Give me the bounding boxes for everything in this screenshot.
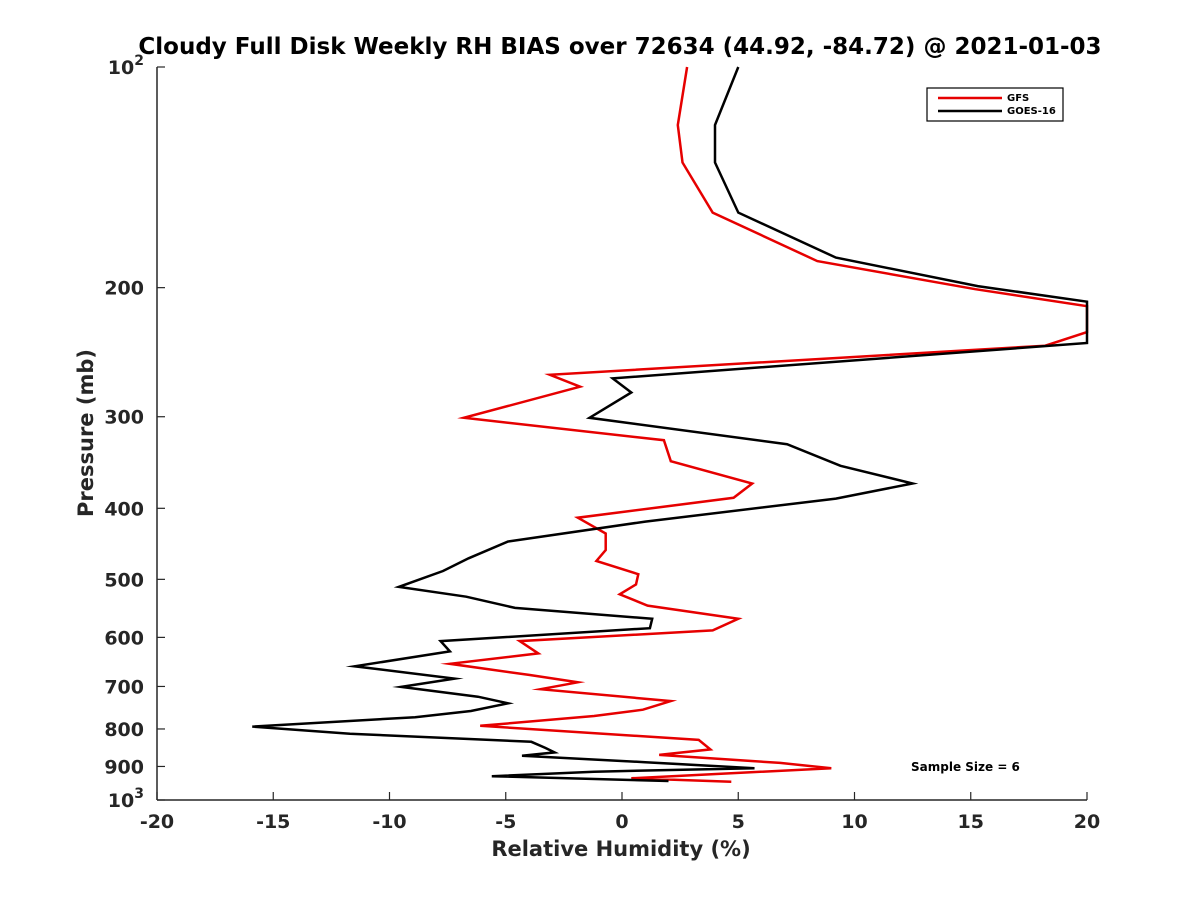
sample-size-annotation: Sample Size = 6: [911, 760, 1020, 774]
series-line-gfs: [440, 66, 1089, 783]
legend-label-gfs: GFS: [1007, 93, 1029, 104]
legend-box: [926, 87, 1064, 122]
x-tick-label: -20: [140, 811, 174, 833]
series-layer: [252, 66, 1089, 783]
y-axis-label: Pressure (mb): [74, 349, 98, 517]
legend: GFS GOES-16: [926, 87, 1064, 122]
x-axis-label: Relative Humidity (%): [491, 837, 750, 861]
x-tick-label: 0: [615, 811, 628, 833]
y-tick-label: 102: [108, 53, 144, 79]
y-tick-label: 600: [104, 627, 144, 649]
y-tick-label: 700: [104, 676, 144, 698]
x-tick-label: 10: [841, 811, 867, 833]
y-tick-label: 103: [108, 786, 144, 812]
x-tick-label: 15: [958, 811, 984, 833]
legend-label-goes16: GOES-16: [1007, 106, 1056, 117]
x-tick-label: 20: [1074, 811, 1100, 833]
y-tick-label: 900: [104, 756, 144, 778]
chart-title: Cloudy Full Disk Weekly RH BIAS over 726…: [138, 34, 1101, 60]
y-tick-label: 400: [104, 498, 144, 520]
x-tick-label: -5: [495, 811, 516, 833]
plot-area: -20 -15 -10 -5 0 5 10 15 20 102 200 300 400 500 600 700…: [104, 53, 1100, 833]
tick-layer: -20 -15 -10 -5 0 5 10 15 20 102 200 300 400 500 600 700…: [104, 53, 1100, 833]
x-tick-label: -15: [256, 811, 290, 833]
x-tick-label: 5: [732, 811, 745, 833]
x-tick-label: -10: [372, 811, 406, 833]
y-tick-label: 800: [104, 719, 144, 741]
series-line-goes16: [252, 66, 1089, 783]
y-tick-label: 500: [104, 569, 144, 591]
y-tick-label: 300: [104, 407, 144, 429]
y-tick-label: 200: [104, 278, 144, 300]
